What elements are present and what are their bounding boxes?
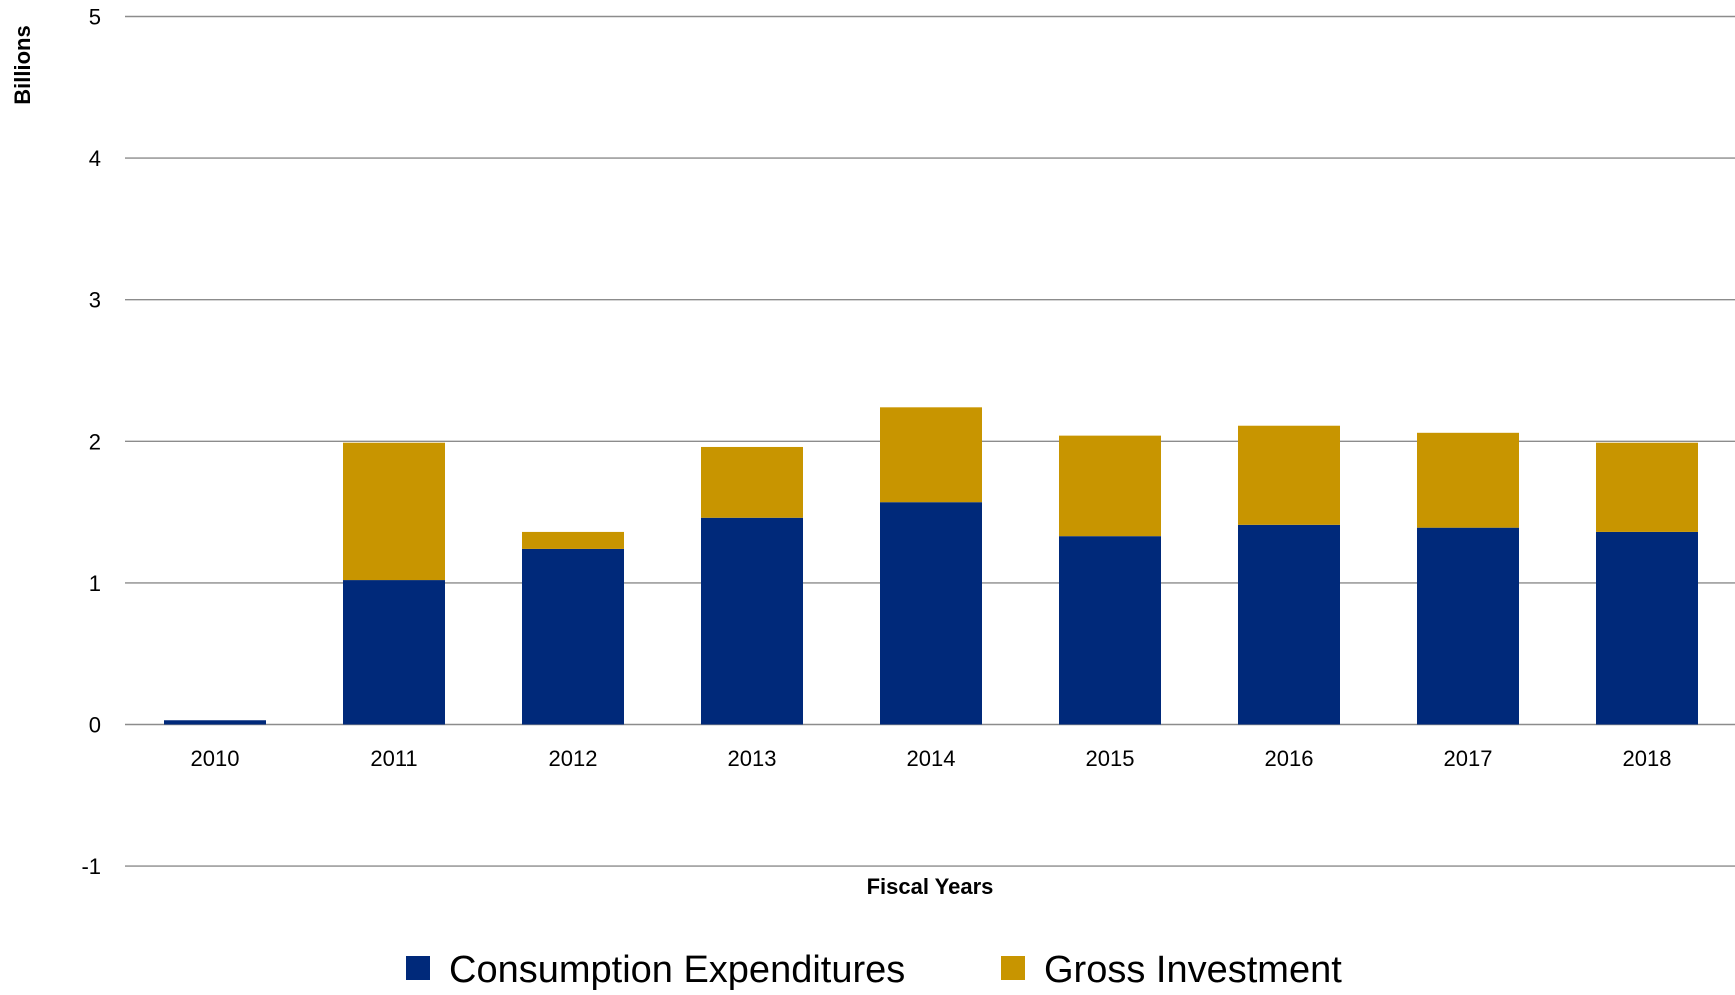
bar-gross-investment-2017 — [1417, 432, 1519, 528]
y-tick-label: 2 — [89, 429, 101, 454]
x-tick-label: 2018 — [1623, 746, 1672, 771]
bar-gross-investment-2013 — [701, 446, 803, 518]
bar-gross-investment-2016 — [1238, 425, 1340, 525]
legend-label-consumption-expenditures: Consumption Expenditures — [449, 949, 905, 990]
bar-consumption-expenditures-2015 — [1059, 536, 1161, 725]
x-tick-label: 2011 — [370, 746, 417, 771]
y-tick-label: -1 — [81, 854, 101, 879]
y-tick-label: 5 — [89, 5, 101, 30]
x-tick-label: 2014 — [907, 746, 956, 771]
x-tick-label: 2017 — [1444, 746, 1493, 771]
x-axis-title: Fiscal Years — [867, 874, 994, 899]
bar-gross-investment-2015 — [1059, 435, 1161, 537]
legend-label-gross-investment: Gross Investment — [1044, 949, 1342, 990]
bar-consumption-expenditures-2017 — [1417, 527, 1519, 725]
x-tick-label: 2010 — [191, 746, 240, 771]
y-tick-label: 3 — [89, 288, 101, 313]
x-axis-ticks: 2010 2011 2012 2013 2014 2015 2016 2017 2018 — [191, 746, 1672, 771]
bar-consumption-expenditures-2016 — [1238, 524, 1340, 725]
bar-consumption-expenditures-2011 — [343, 580, 445, 725]
legend-swatch-consumption-expenditures — [406, 956, 430, 980]
bars — [164, 407, 1698, 725]
y-axis-ticks: 5 4 3 2 1 0 -1 — [81, 5, 101, 880]
y-tick-label: 1 — [89, 571, 101, 596]
bar-gross-investment-2011 — [343, 442, 445, 581]
bar-gross-investment-2018 — [1596, 442, 1698, 532]
y-axis-title: Billions — [10, 25, 35, 104]
bar-consumption-expenditures-2012 — [522, 548, 624, 725]
bar-consumption-expenditures-2014 — [880, 502, 982, 725]
x-tick-label: 2015 — [1086, 746, 1135, 771]
bar-gross-investment-2012 — [522, 531, 624, 549]
x-tick-label: 2016 — [1265, 746, 1314, 771]
x-tick-label: 2013 — [728, 746, 777, 771]
legend: Consumption Expenditures Gross Investmen… — [406, 949, 1342, 991]
y-tick-label: 0 — [89, 713, 101, 738]
bar-consumption-expenditures-2018 — [1596, 531, 1698, 725]
y-tick-label: 4 — [89, 146, 101, 171]
bar-consumption-expenditures-2010 — [164, 720, 266, 725]
bar-gross-investment-2014 — [880, 407, 982, 503]
bar-consumption-expenditures-2013 — [701, 517, 803, 725]
x-tick-label: 2012 — [549, 746, 598, 771]
legend-swatch-gross-investment — [1001, 956, 1025, 980]
